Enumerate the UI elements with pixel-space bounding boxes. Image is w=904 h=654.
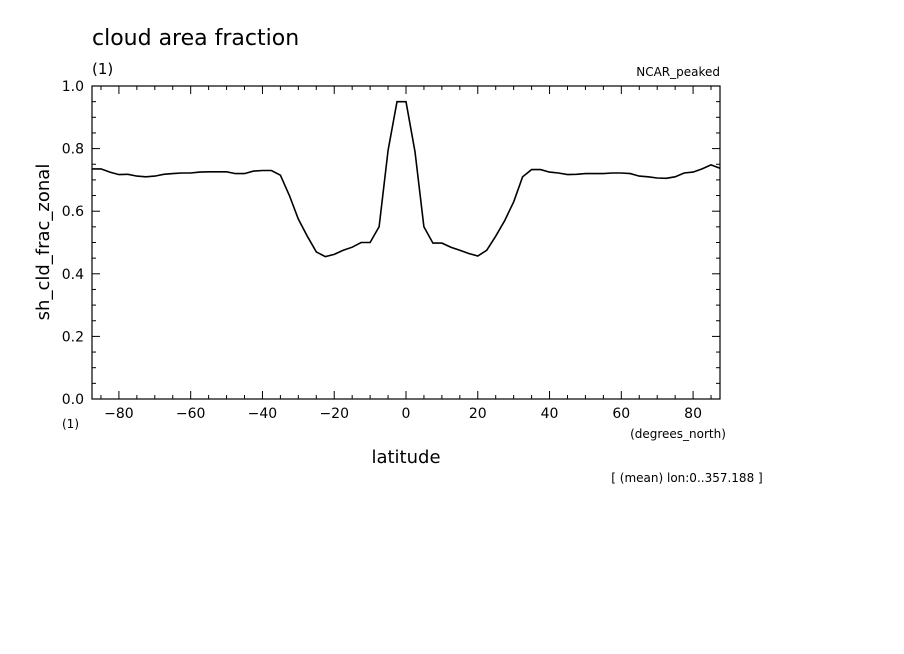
plot-line-layer: [92, 100, 721, 258]
tick-layer: [92, 85, 720, 400]
x-tick-label: 40: [541, 406, 559, 422]
x-axis-label: latitude: [371, 447, 440, 468]
dataset-label: NCAR_peaked: [636, 65, 720, 79]
y-axis-units: (1): [62, 417, 79, 431]
x-axis-units: (degrees_north): [630, 427, 726, 441]
y-tick-label: 0.8: [62, 142, 84, 158]
x-tick-label: −40: [248, 406, 278, 422]
title-units: (1): [92, 60, 113, 78]
series-line: [92, 100, 721, 258]
y-tick-label: 0.0: [62, 392, 84, 408]
x-tick-label: −60: [176, 406, 206, 422]
y-tick-label: 1.0: [62, 79, 84, 95]
x-tick-label: 20: [469, 406, 487, 422]
footnote: [ (mean) lon:0..357.188 ]: [611, 471, 762, 485]
x-tick-label: 80: [684, 406, 702, 422]
y-tick-label: 0.6: [62, 204, 84, 220]
chart-title: cloud area fraction: [92, 26, 299, 51]
y-tick-label: 0.4: [62, 267, 84, 283]
tick-label-layer: −80 −60 −40 −20 0 20 40 60 80 0.0 0.2 0.4 0.6 0.8 1.0: [62, 79, 702, 422]
y-tick-label: 0.2: [62, 329, 84, 345]
x-tick-label: 0: [402, 406, 411, 422]
x-tick-label: −80: [104, 406, 134, 422]
x-tick-label: −20: [319, 406, 349, 422]
plot-frame: [91, 85, 721, 400]
x-tick-label: 60: [612, 406, 630, 422]
y-axis-label: sh_cld_frac_zonal: [33, 164, 54, 321]
